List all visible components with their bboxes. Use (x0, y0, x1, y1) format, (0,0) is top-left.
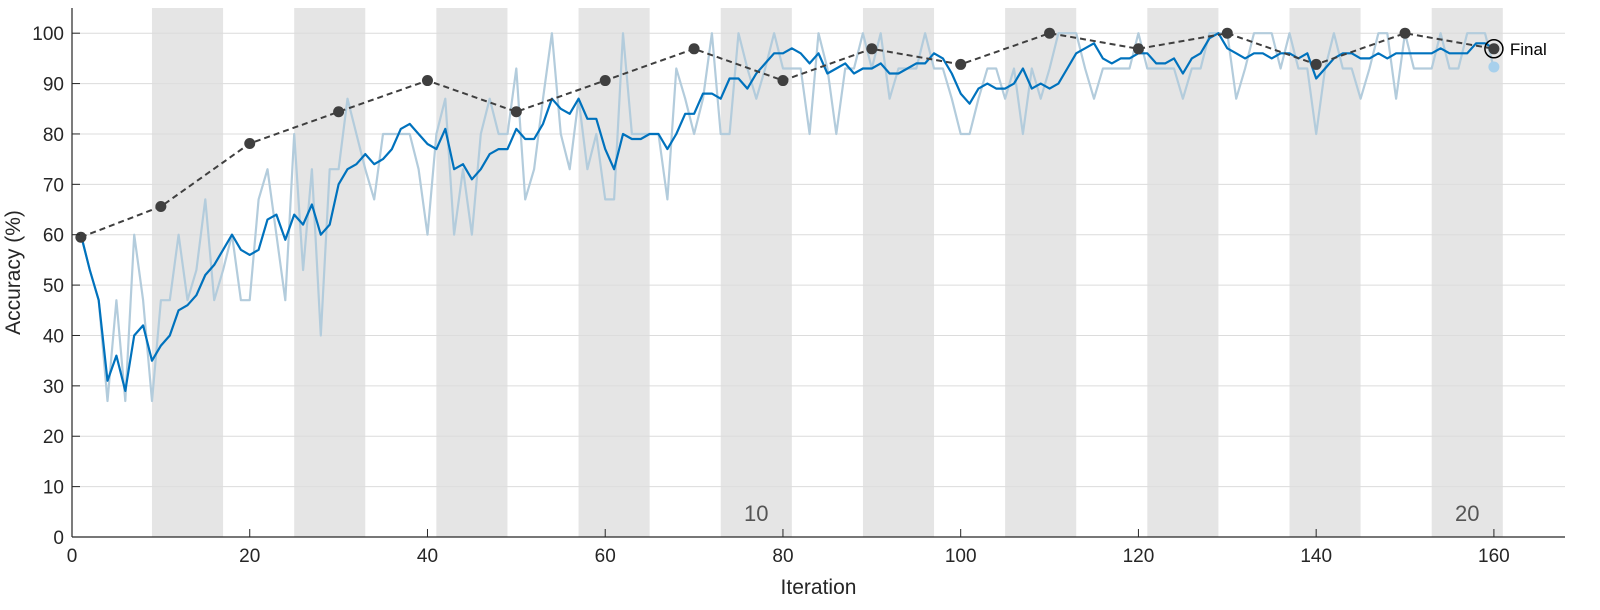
validation-point-20 (244, 138, 256, 150)
epoch-band-8 (578, 8, 650, 537)
validation-point-50 (510, 106, 522, 118)
x-tick-label-160: 160 (1478, 546, 1510, 567)
validation-point-120 (1132, 43, 1144, 55)
x-tick-label-20: 20 (239, 546, 260, 567)
epoch-label-20: 20 (1455, 501, 1479, 526)
final-label: Final (1510, 40, 1547, 59)
validation-point-10 (155, 201, 167, 213)
validation-point-70 (688, 43, 700, 55)
y-tick-label-70: 70 (43, 175, 64, 196)
validation-point-150 (1399, 27, 1411, 39)
epoch-label-10: 10 (744, 501, 768, 526)
validation-point-110 (1044, 27, 1056, 39)
epoch-band-10 (720, 8, 792, 537)
x-tick-label-40: 40 (417, 546, 438, 567)
x-tick-label-0: 0 (67, 546, 78, 567)
validation-point-160 (1488, 43, 1500, 55)
epoch-number-labels: 10 20 (744, 501, 1479, 526)
y-tick-label-0: 0 (53, 528, 64, 549)
validation-markers (75, 27, 1500, 243)
y-axis-ticks: 0 10 20 30 40 50 60 70 80 90 100 (32, 24, 80, 549)
x-axis-ticks: 0 20 40 60 80 100 120 140 160 (67, 529, 1510, 567)
horizontal-grid (72, 32, 1565, 488)
y-tick-label-90: 90 (43, 75, 64, 96)
validation-point-80 (777, 75, 789, 87)
final-raw-marker (1488, 61, 1500, 73)
final-marker-group: Final (1484, 39, 1547, 73)
y-tick-label-50: 50 (43, 276, 64, 297)
validation-point-40 (421, 75, 433, 87)
validation-point-1 (75, 231, 87, 243)
x-axis-title: Iteration (781, 576, 857, 599)
raw-accuracy-line (79, 32, 1495, 403)
y-tick-label-80: 80 (43, 125, 64, 146)
y-tick-label-20: 20 (43, 427, 64, 448)
validation-point-100 (955, 58, 967, 70)
final-validation-ring (1484, 39, 1504, 59)
y-tick-label-100: 100 (32, 24, 64, 45)
x-tick-label-100: 100 (945, 546, 977, 567)
epoch-band-12 (862, 8, 935, 537)
validation-point-130 (1221, 27, 1233, 39)
epoch-band-20 (1431, 8, 1503, 537)
validation-point-90 (866, 43, 878, 55)
epoch-shading (151, 8, 1503, 537)
y-tick-label-40: 40 (43, 326, 64, 347)
y-tick-label-30: 30 (43, 377, 64, 398)
epoch-band-16 (1147, 8, 1219, 537)
y-tick-label-60: 60 (43, 226, 64, 247)
y-tick-label-10: 10 (43, 478, 64, 499)
epoch-band-18 (1289, 8, 1361, 537)
smoothed-accuracy-line (79, 32, 1495, 392)
epoch-band-4 (294, 8, 366, 537)
y-axis-title: Accuracy (%) (2, 210, 25, 335)
x-tick-label-60: 60 (595, 546, 616, 567)
x-tick-label-140: 140 (1300, 546, 1332, 567)
x-tick-label-80: 80 (772, 546, 793, 567)
validation-point-140 (1310, 58, 1322, 70)
validation-point-60 (599, 75, 611, 87)
x-tick-label-120: 120 (1123, 546, 1155, 567)
validation-point-30 (333, 106, 345, 118)
